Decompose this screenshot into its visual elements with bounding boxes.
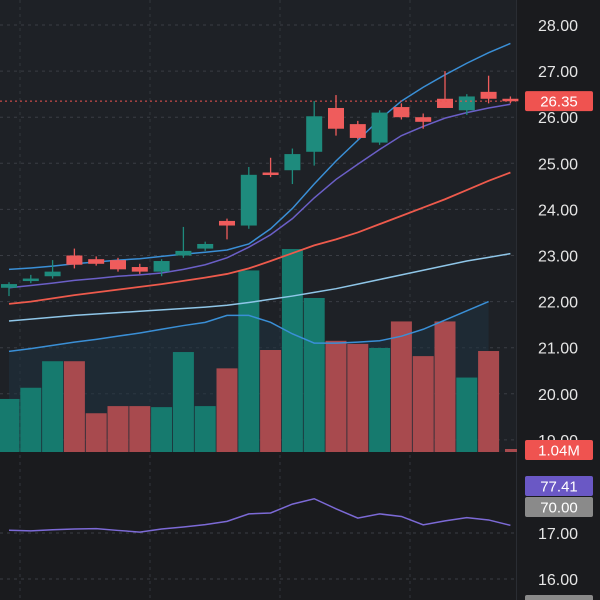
rsi-line [8, 497, 511, 533]
candle-body[interactable] [44, 271, 61, 277]
volume-badge-bg [525, 440, 593, 460]
ma-mid-line [8, 171, 511, 305]
volume-bar [20, 387, 42, 452]
rsi-level-badge-bg [525, 497, 593, 517]
volume-bar [347, 343, 369, 452]
candle-body[interactable] [22, 278, 39, 282]
volume-bar [390, 321, 412, 452]
last-price-badge-bg [525, 91, 593, 112]
candle-body[interactable] [110, 260, 126, 270]
bollinger-lower-line [8, 300, 489, 353]
candle-body[interactable] [480, 91, 497, 99]
y-axis-tick-label: 28.00 [538, 18, 578, 35]
volume-bar [369, 347, 391, 452]
candle-body[interactable] [219, 220, 235, 226]
y-axis-tick-label: 23.00 [538, 249, 578, 266]
ma-slow-line [8, 252, 511, 322]
rsi-level-badge: 70.00 [540, 500, 578, 517]
volume-bar [434, 321, 456, 452]
volume-bar [303, 297, 325, 452]
volume-bar [456, 377, 478, 452]
volume-bar [194, 406, 216, 452]
candle-body[interactable] [66, 255, 83, 265]
volume-bar [216, 368, 238, 452]
volume-bar [0, 398, 20, 452]
volume-bar [129, 406, 151, 452]
candle-body[interactable] [262, 172, 279, 176]
axis-divider [516, 0, 517, 600]
candle-body[interactable] [1, 284, 17, 288]
volume-bar [42, 361, 64, 452]
candle-body[interactable] [393, 107, 410, 118]
candle-body[interactable] [306, 116, 323, 152]
candle-body[interactable] [175, 250, 192, 256]
candle-body[interactable] [371, 112, 388, 143]
y-axis-tick-label: 16.00 [538, 572, 578, 589]
volume-bar [63, 361, 85, 452]
volume-badge: 1.04M [538, 443, 580, 460]
rsi-value-badge-bg [525, 476, 593, 496]
candle-body[interactable] [131, 267, 148, 272]
volume-bar [478, 351, 500, 452]
y-axis-tick-label: 21.00 [538, 341, 578, 358]
rsi-value-badge: 77.41 [540, 479, 578, 496]
candle-body[interactable] [88, 259, 105, 264]
candle-body[interactable] [502, 98, 519, 102]
candle-body[interactable] [240, 174, 257, 226]
y-axis-tick-label: 17.00 [538, 526, 578, 543]
y-axis-tick-label: 27.00 [538, 64, 578, 81]
candle-body[interactable] [197, 243, 214, 249]
volume-bar [151, 407, 173, 452]
volume-bar [281, 249, 303, 452]
y-axis-tick-label: 22.00 [538, 295, 578, 312]
volume-bar [412, 356, 434, 452]
volume-bar [107, 406, 129, 452]
candle-body[interactable] [437, 98, 453, 108]
volume-bar [85, 413, 107, 452]
clipped-bottom-badge [525, 595, 593, 600]
candle-body[interactable] [153, 261, 170, 272]
candle-body[interactable] [458, 96, 475, 111]
volume-bar [172, 352, 194, 452]
y-axis-tick-label: 20.00 [538, 387, 578, 404]
y-axis-tick-label: 25.00 [538, 156, 578, 173]
volume-bar [505, 449, 517, 452]
volume-bar [325, 340, 347, 452]
y-axis-tick-label: 24.00 [538, 202, 578, 219]
last-price-badge: 26.35 [540, 94, 578, 111]
volume-bar [238, 270, 260, 452]
volume-bar [260, 350, 282, 452]
candle-body[interactable] [349, 124, 366, 138]
ma-fast-line [8, 103, 511, 289]
candle-body[interactable] [284, 154, 301, 171]
candle-body[interactable] [415, 117, 432, 122]
candle-body[interactable] [328, 107, 344, 129]
y-axis-tick-label: 26.00 [538, 110, 578, 127]
